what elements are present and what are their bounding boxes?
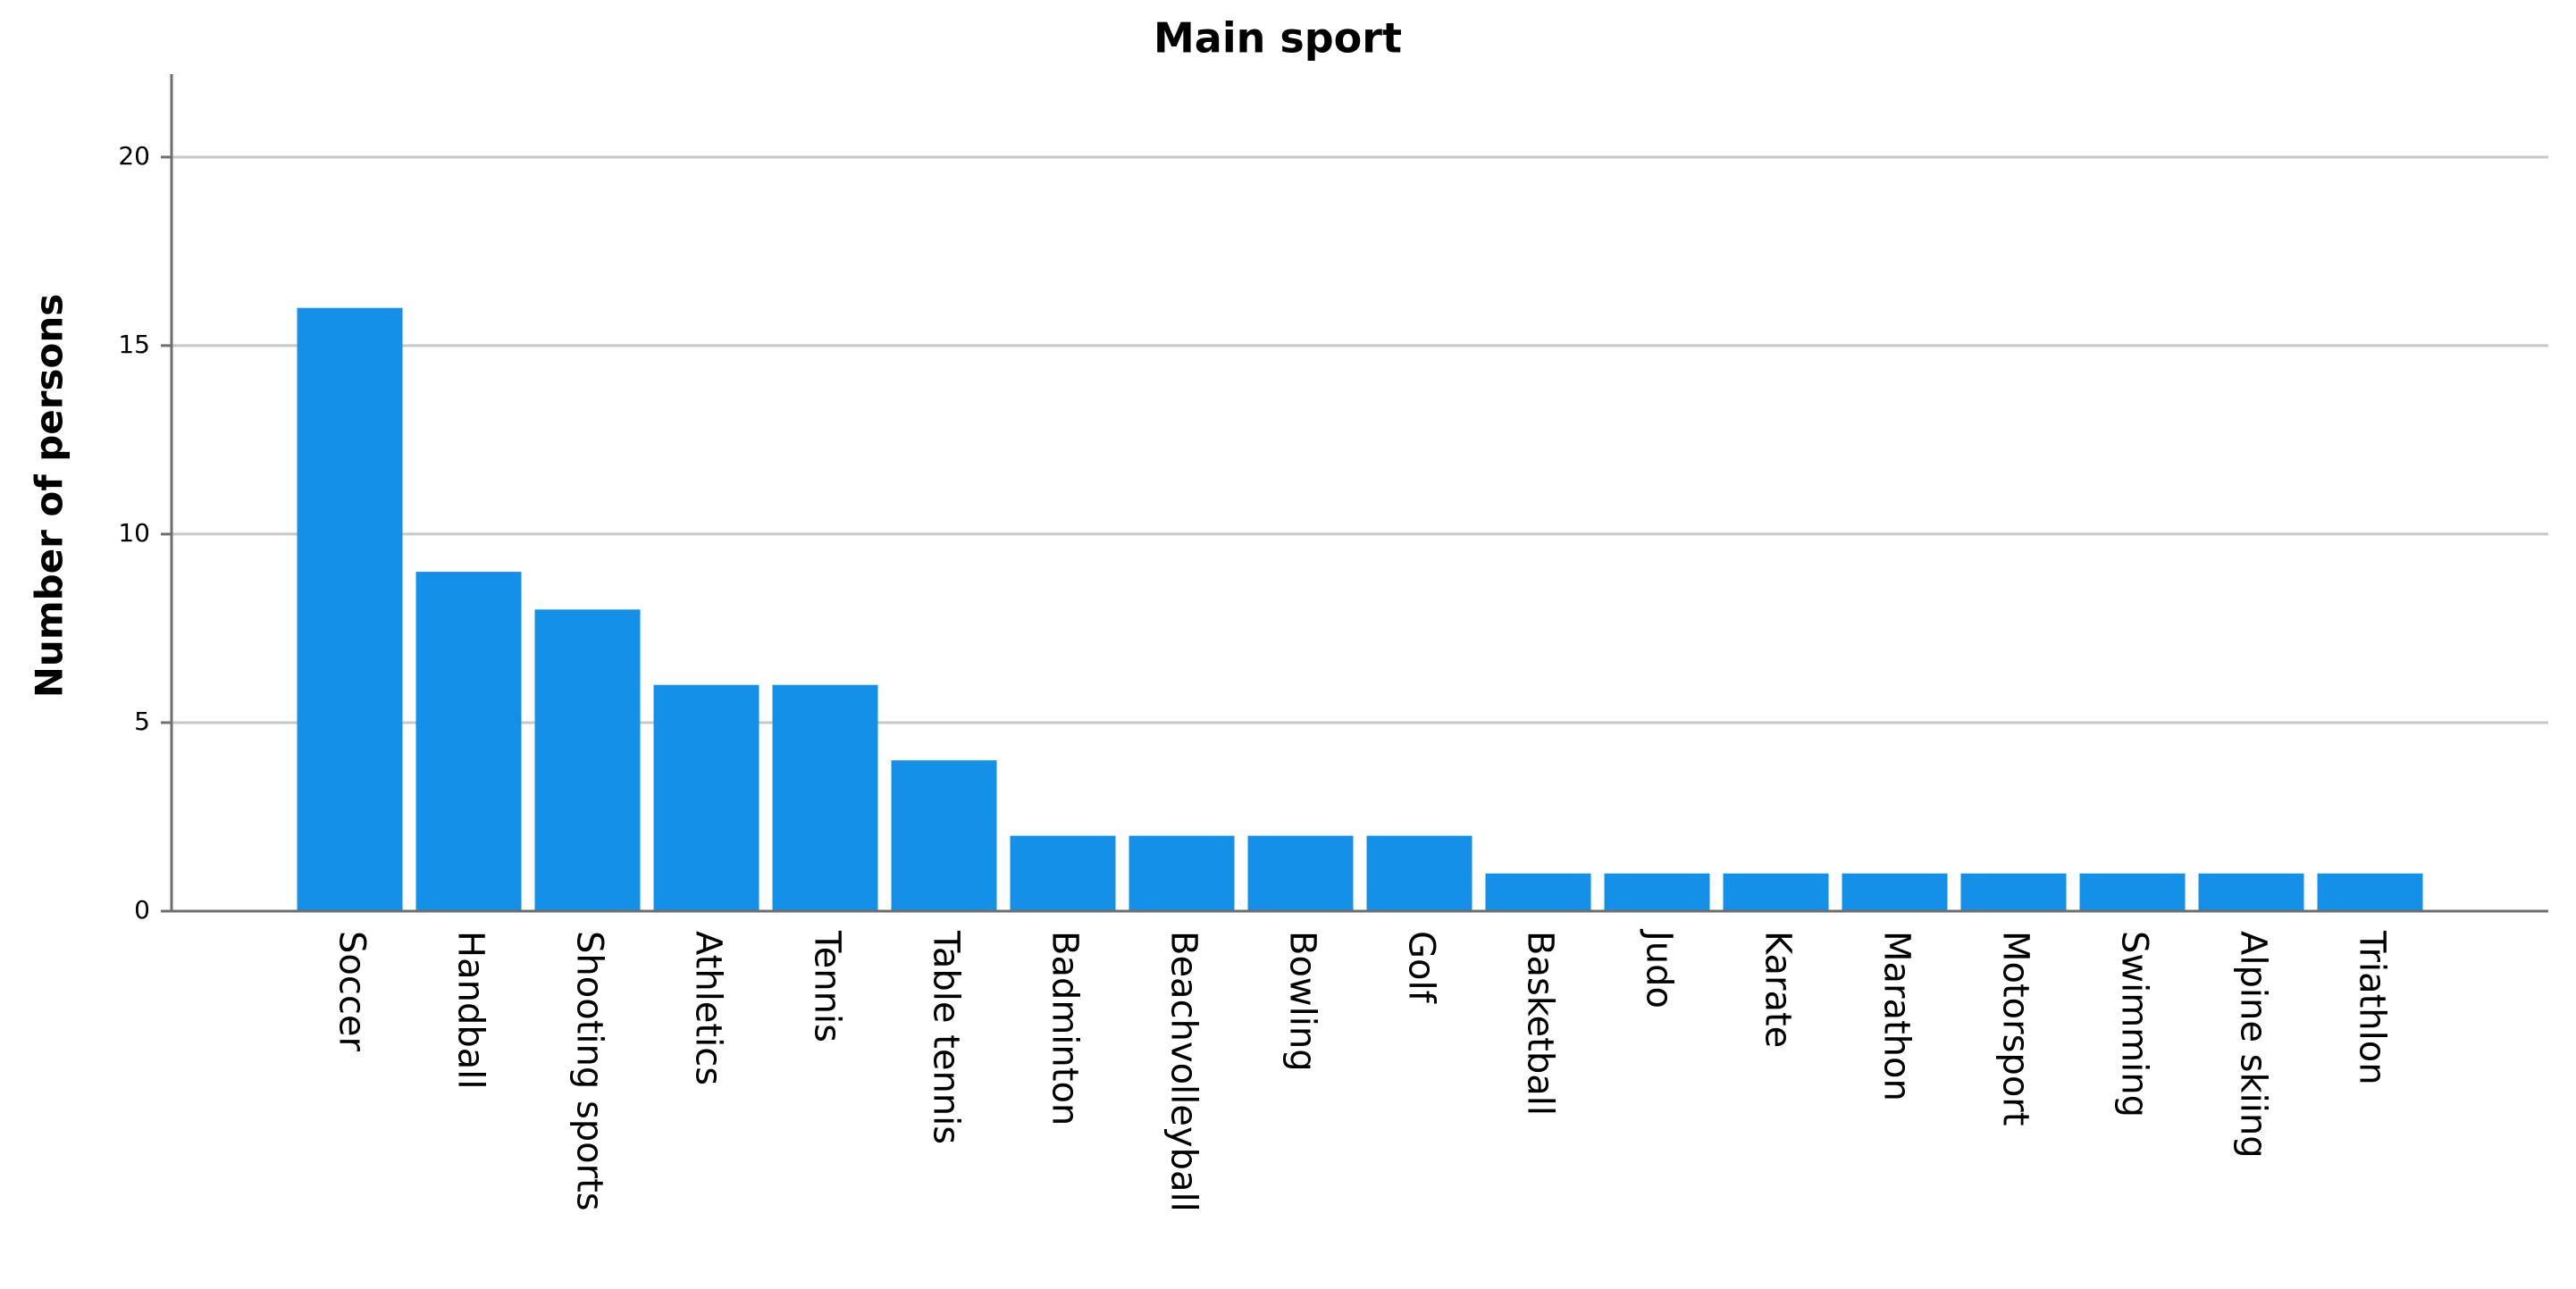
bar bbox=[534, 609, 641, 911]
bar bbox=[2317, 873, 2423, 911]
x-tick-label: Judo bbox=[1639, 928, 1680, 1009]
x-tick-label: Beachvolleyball bbox=[1163, 931, 1204, 1212]
bar bbox=[297, 307, 403, 911]
bar bbox=[772, 684, 878, 911]
bar bbox=[653, 684, 759, 911]
y-tick-label: 15 bbox=[118, 330, 150, 359]
y-tick-label: 5 bbox=[134, 707, 150, 736]
x-tick-label: Marathon bbox=[1876, 931, 1917, 1101]
y-tick-label: 10 bbox=[118, 518, 150, 548]
x-tick-label: Shooting sports bbox=[569, 931, 610, 1211]
x-tick-label: Tennis bbox=[807, 930, 848, 1042]
x-tick-label: Table tennis bbox=[926, 930, 967, 1144]
bar bbox=[1366, 835, 1473, 911]
bar bbox=[1842, 873, 1948, 911]
x-tick-label: Motorsport bbox=[1995, 931, 2036, 1126]
x-tick-label: Handball bbox=[450, 931, 491, 1089]
bar bbox=[1960, 873, 2067, 911]
bar bbox=[1129, 835, 1235, 911]
x-tick-label: Karate bbox=[1758, 931, 1799, 1048]
x-tick-label: Golf bbox=[1401, 931, 1442, 1004]
bar bbox=[1485, 873, 1591, 911]
y-axis-label: Number of persons bbox=[28, 294, 71, 698]
y-tick-label: 20 bbox=[118, 141, 150, 171]
bar bbox=[891, 760, 997, 911]
bar bbox=[1247, 835, 1354, 911]
y-tick-label: 0 bbox=[134, 895, 150, 925]
x-tick-label: Soccer bbox=[331, 931, 373, 1051]
bar bbox=[1010, 835, 1116, 911]
chart-title: Main sport bbox=[1154, 14, 1402, 63]
x-tick-label: Basketball bbox=[1520, 931, 1561, 1116]
bar bbox=[2079, 873, 2186, 911]
x-tick-label: Badminton bbox=[1045, 931, 1086, 1126]
x-tick-label: Bowling bbox=[1282, 931, 1323, 1072]
x-tick-label: Alpine skiing bbox=[2233, 931, 2274, 1159]
x-tick-label: Swimming bbox=[2114, 931, 2155, 1117]
bar bbox=[415, 572, 522, 911]
bar bbox=[1723, 873, 1829, 911]
bar bbox=[1604, 873, 1710, 911]
bar bbox=[2198, 873, 2304, 911]
x-tick-label: Triathlon bbox=[2352, 930, 2393, 1085]
x-tick-label: Athletics bbox=[688, 931, 729, 1085]
